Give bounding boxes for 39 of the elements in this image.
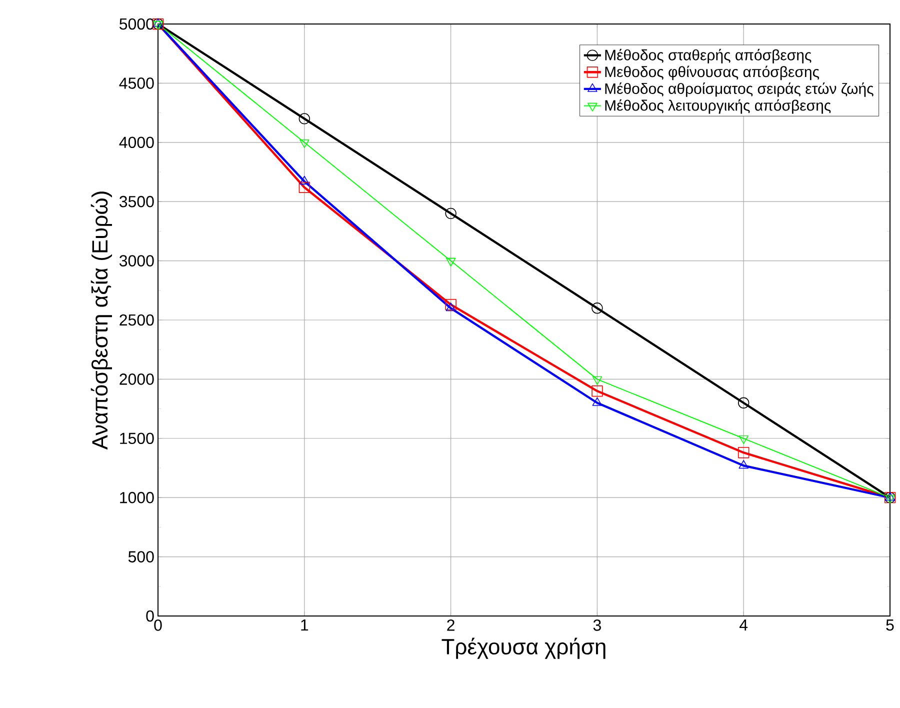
point	[592, 302, 603, 314]
x-tick-label: 0	[154, 620, 162, 631]
y-tick-label: 2000	[120, 374, 154, 385]
x-tick-label: 2	[447, 620, 454, 631]
x-axis-title: Τρέχουσα χρήση	[442, 638, 606, 659]
point	[445, 298, 456, 310]
point	[592, 397, 602, 406]
y-tick-label: 1500	[120, 432, 154, 444]
point	[885, 492, 895, 501]
point	[592, 385, 603, 397]
y-tick-label: 1000	[120, 492, 154, 504]
y-tick-label: 500	[128, 551, 154, 562]
point	[298, 182, 310, 193]
point	[298, 113, 310, 124]
x-tick-label: 1	[301, 620, 308, 631]
y-tick-label: 4000	[119, 136, 154, 148]
point	[592, 376, 602, 385]
legend-label: Μεθοδος φθίνουσας απόσβεσης	[605, 66, 820, 80]
point	[738, 460, 748, 469]
y-axis-title: Αναπόσβεστη αξία (Ευρώ)	[90, 192, 112, 450]
point	[300, 139, 310, 148]
legend-label: Μέθοδος σταθερής απόσβεσης	[605, 48, 812, 64]
y-tick-label: 2500	[120, 314, 154, 326]
point	[153, 20, 163, 30]
point	[738, 446, 750, 458]
point	[738, 397, 750, 408]
y-tick-label: 0	[146, 610, 154, 622]
y-tick-label: 3000	[119, 255, 154, 266]
point	[446, 258, 456, 266]
legend-label: Μέθοδος αθροίσματος σειράς ετών ζωής	[605, 82, 874, 97]
x-tick-label: 5	[886, 620, 894, 631]
point	[445, 208, 456, 220]
x-tick-label: 3	[593, 620, 601, 631]
legend-label: Μέθοδος λειτουργικής απόσβεσης	[605, 99, 831, 114]
y-tick-label: 3500	[119, 196, 154, 208]
y-tick-label: 4500	[119, 78, 154, 89]
x-tick-label: 4	[740, 620, 748, 631]
point	[446, 302, 456, 312]
point	[738, 435, 748, 444]
